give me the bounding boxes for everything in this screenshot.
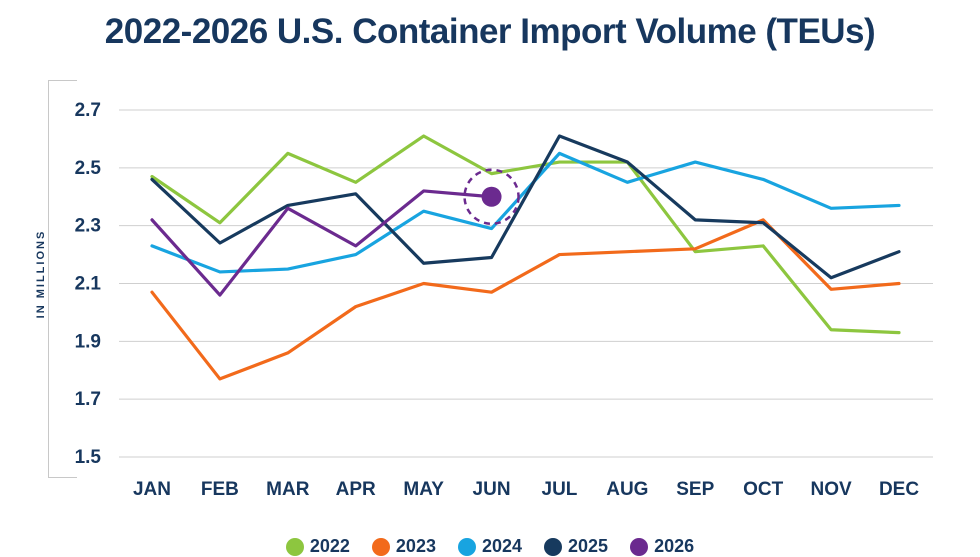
x-tick-label: JUL xyxy=(542,479,578,500)
x-tick-label: MAR xyxy=(266,479,310,500)
legend-label: 2022 xyxy=(310,536,350,557)
legend-swatch xyxy=(544,538,562,556)
y-tick-label: 2.5 xyxy=(75,158,102,179)
legend-label: 2023 xyxy=(396,536,436,557)
series-line-2024 xyxy=(152,153,899,272)
legend-label: 2025 xyxy=(568,536,608,557)
legend-swatch xyxy=(372,538,390,556)
series-line-2022 xyxy=(152,136,899,333)
x-tick-label: JUN xyxy=(473,479,511,500)
y-tick-label: 2.1 xyxy=(75,274,102,295)
x-tick-label: JAN xyxy=(133,479,171,500)
x-tick-label: AUG xyxy=(606,479,648,500)
x-tick-label: DEC xyxy=(879,479,919,500)
legend-item-2022: 2022 xyxy=(286,536,350,557)
legend-label: 2026 xyxy=(654,536,694,557)
legend-swatch xyxy=(286,538,304,556)
x-tick-label: APR xyxy=(336,479,376,500)
legend-item-2023: 2023 xyxy=(372,536,436,557)
series-line-2026 xyxy=(152,191,492,295)
y-tick-label: 2.7 xyxy=(75,100,101,121)
x-tick-label: SEP xyxy=(676,479,714,500)
x-tick-label: MAY xyxy=(403,479,444,500)
legend-label: 2024 xyxy=(482,536,522,557)
legend-item-2024: 2024 xyxy=(458,536,522,557)
legend-item-2026: 2026 xyxy=(630,536,694,557)
chart-legend: 2022 2023 2024 2025 2026 xyxy=(0,536,980,557)
legend-swatch xyxy=(630,538,648,556)
y-tick-label: 1.9 xyxy=(75,331,101,352)
x-tick-label: FEB xyxy=(201,479,239,500)
highlight-point xyxy=(482,187,502,207)
x-tick-label: NOV xyxy=(810,479,852,500)
y-tick-label: 2.3 xyxy=(75,216,101,237)
legend-item-2025: 2025 xyxy=(544,536,608,557)
x-tick-label: OCT xyxy=(743,479,784,500)
series-line-2025 xyxy=(152,136,899,278)
y-tick-label: 1.7 xyxy=(75,389,101,410)
y-tick-label: 1.5 xyxy=(75,447,102,468)
line-chart: 1.5 1.7 1.9 2.1 2.3 2.5 2.7 JAN FEB MAR APR MAY JUN J… xyxy=(0,0,980,530)
legend-swatch xyxy=(458,538,476,556)
